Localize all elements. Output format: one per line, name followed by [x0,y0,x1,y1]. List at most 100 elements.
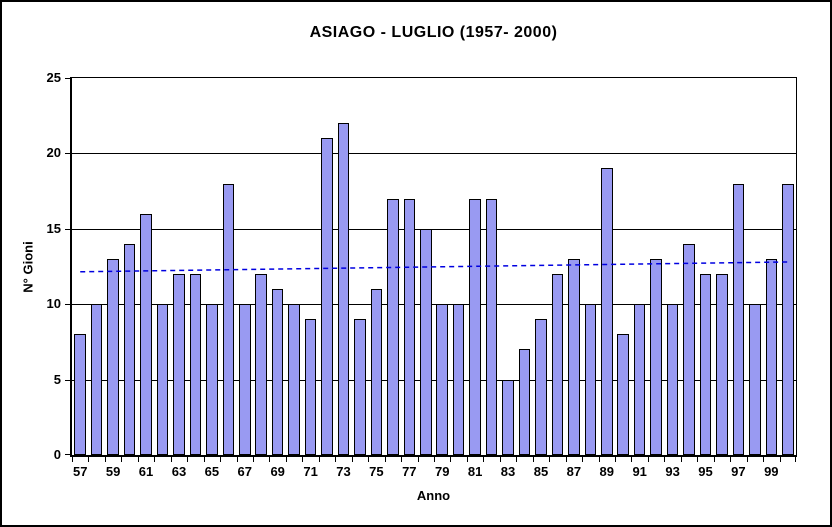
x-axis-tick [253,455,254,462]
bar-63 [173,274,185,455]
x-axis-tick [582,455,584,462]
x-axis-tick-label: 57 [73,464,88,479]
x-axis-tick [220,455,222,462]
x-axis-tick [72,455,73,462]
bar-98 [749,304,761,455]
bar-90 [617,334,629,455]
x-axis-tick [170,455,172,462]
bar-74 [354,319,366,455]
bar-83 [502,379,514,455]
bar-79 [436,304,448,455]
x-axis-tick [516,455,518,462]
x-axis-tick [137,455,139,462]
y-axis-tick-label: 15 [46,220,61,236]
x-axis-tick [779,455,781,462]
x-axis-title: Anno [416,488,451,503]
bar-91 [633,304,646,455]
bar-78 [420,228,432,455]
y-axis-tick-label: 0 [53,447,61,462]
x-axis-tick-label: 79 [434,464,450,479]
x-axis-tick-label: 67 [237,464,252,479]
bar-59 [107,258,119,455]
y-axis-tick [65,78,72,79]
bar-99 [765,258,778,455]
bar-87 [568,258,580,455]
bar-97 [732,183,745,455]
bar-58 [90,304,103,455]
bar-82 [485,198,498,455]
bar-84 [518,349,531,455]
x-axis-tick [269,455,271,462]
bar-72 [321,138,333,455]
x-axis-tick [434,455,435,462]
x-axis-tick [154,455,156,462]
x-axis-tick-label: 89 [599,464,614,479]
x-axis-tick [302,455,304,462]
bar-69 [271,289,284,455]
x-axis-tick-label: 93 [665,464,680,479]
x-axis-tick [680,455,682,462]
y-axis-tick-label: 5 [53,371,61,387]
x-axis-tick [499,455,501,462]
x-axis-tick [483,455,485,462]
x-axis-tick [121,455,123,462]
x-axis-tick-label: 77 [402,464,417,479]
bar-57 [74,334,86,455]
bar-96 [716,274,728,455]
x-axis-tick-label: 59 [105,464,121,479]
bar-70 [288,304,300,455]
x-axis-tick [285,455,287,462]
y-axis-tick [65,228,72,230]
bar-64 [189,274,202,455]
x-axis-tick [746,455,748,462]
x-axis-tick [549,455,551,462]
x-axis-tick-label: 61 [138,464,154,479]
x-axis-tick-label: 71 [303,464,318,479]
x-axis-tick [236,455,238,462]
bar-88 [584,304,597,455]
x-axis-tick [647,455,649,462]
x-axis-tick-label: 75 [369,464,384,479]
x-axis-tick-label: 97 [731,464,746,479]
x-axis-tick [697,455,699,462]
bar-86 [551,274,564,455]
x-axis-tick [763,455,765,462]
x-axis-tick [631,455,633,462]
bar-61 [140,213,152,455]
gridline [72,304,796,306]
x-axis-tick [466,455,468,462]
x-axis-tick [450,455,452,462]
bar-89 [601,168,613,455]
trendline [80,261,788,273]
x-axis-tick [532,455,534,462]
x-axis-tick-label: 95 [698,464,713,479]
bar-67 [239,304,251,455]
x-axis-tick [795,455,796,462]
bar-93 [666,304,679,455]
x-axis-tick-label: 85 [533,464,549,479]
gridline [72,153,796,155]
x-axis-tick [664,455,666,462]
x-axis-tick-label: 65 [204,464,220,479]
bar-00 [782,183,794,455]
y-axis-tick [65,304,72,306]
y-axis-tick [65,379,72,381]
bar-76 [387,198,399,455]
x-axis-tick [384,455,386,462]
bar-92 [650,258,662,455]
bar-85 [535,319,547,455]
plot-area: 0 5 10 15 20 25 57 59 61 63 65 67 69 71 73 75 77 79 81 83 85… [47,70,797,479]
x-axis-tick-label: 69 [270,464,285,479]
x-axis-tick [730,455,732,462]
bar-65 [206,304,218,455]
bar-75 [370,289,383,455]
x-axis-tick [104,455,106,462]
y-axis-tick-label: 25 [46,70,61,85]
bar-62 [156,304,169,455]
y-axis-tick-label: 20 [46,145,61,161]
bar-71 [304,319,317,455]
x-axis-tick [203,455,205,462]
bar-60 [123,243,136,455]
gridline [72,379,796,381]
